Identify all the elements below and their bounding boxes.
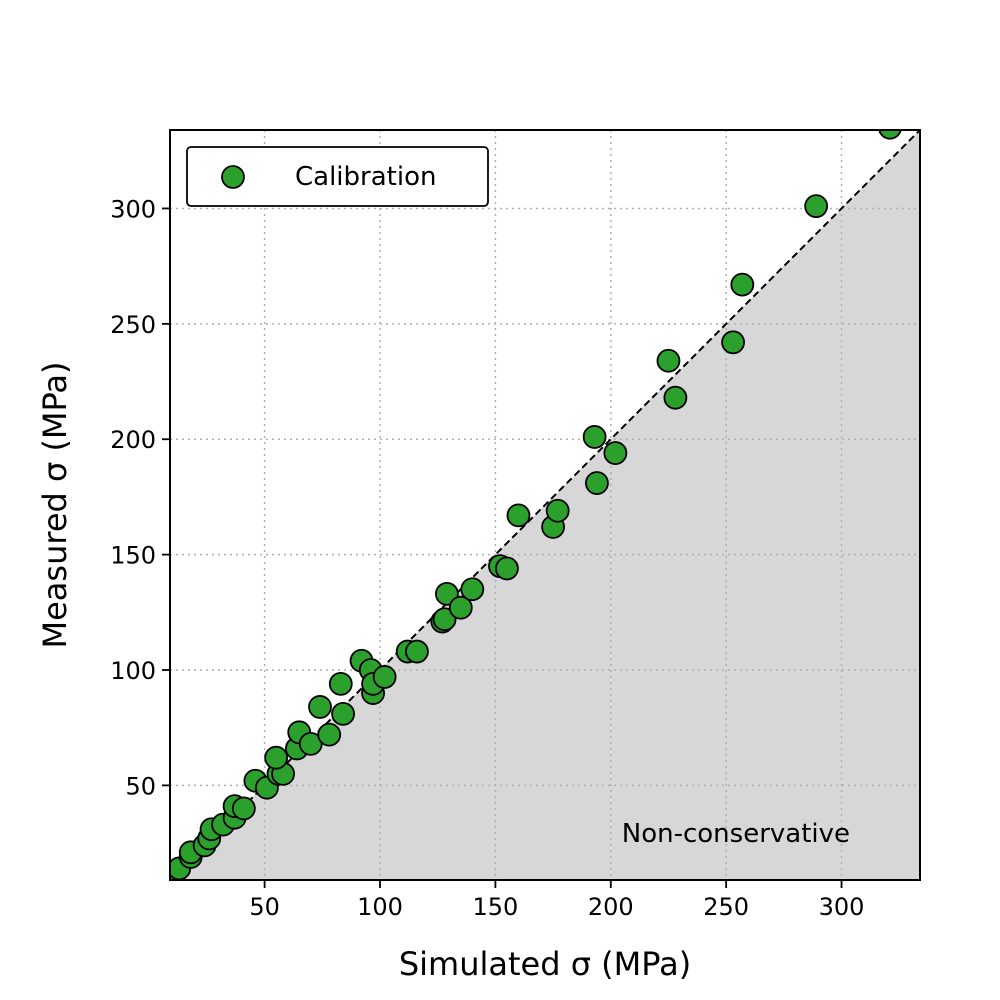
x-tick-label: 300	[819, 893, 865, 921]
data-point	[308, 695, 332, 719]
x-axis-label: Simulated σ (MPa)	[399, 945, 691, 983]
data-point	[663, 385, 688, 410]
data-point	[460, 577, 485, 602]
x-tick-label: 250	[703, 893, 749, 921]
data-point	[721, 330, 745, 355]
y-tick-label: 250	[110, 311, 156, 339]
x-tick-label: 100	[357, 893, 403, 921]
y-tick-label: 150	[110, 542, 156, 570]
data-point	[331, 701, 355, 726]
data-point	[448, 595, 473, 620]
y-tick-label: 200	[110, 426, 156, 454]
legend-box	[186, 146, 489, 207]
data-point	[804, 194, 829, 219]
x-tick-label: 150	[472, 893, 518, 921]
x-tick-label: 50	[249, 893, 280, 921]
y-axis-label: Measured σ (MPa)	[36, 362, 74, 649]
data-point	[317, 722, 342, 747]
data-point	[405, 639, 429, 664]
data-point	[328, 671, 353, 696]
legend: Calibration	[186, 146, 489, 207]
data-point	[432, 607, 457, 632]
legend-label: Calibration	[295, 162, 436, 192]
data-point	[603, 441, 628, 465]
legend-marker	[221, 165, 245, 189]
non-conservative-label: Non-conservative	[622, 819, 850, 849]
y-tick-label: 100	[110, 657, 156, 685]
data-point	[656, 348, 681, 373]
data-point	[585, 471, 609, 495]
y-axis-ticks: 50 100 150 200 250 300	[110, 195, 170, 800]
data-point	[264, 745, 289, 770]
data-point	[372, 665, 397, 689]
y-tick-label: 300	[110, 195, 156, 223]
data-point	[545, 498, 570, 523]
scatter-points	[170, 130, 902, 880]
y-tick-label: 50	[125, 772, 156, 800]
data-point	[506, 503, 531, 528]
data-point	[231, 796, 256, 821]
data-point	[878, 130, 902, 140]
x-tick-label: 200	[588, 893, 634, 921]
data-point	[582, 425, 607, 449]
x-axis-ticks: 50 100 150 200 250 300	[249, 880, 864, 921]
plot-frame	[169, 129, 921, 881]
data-point	[730, 272, 755, 297]
data-point	[495, 556, 519, 581]
